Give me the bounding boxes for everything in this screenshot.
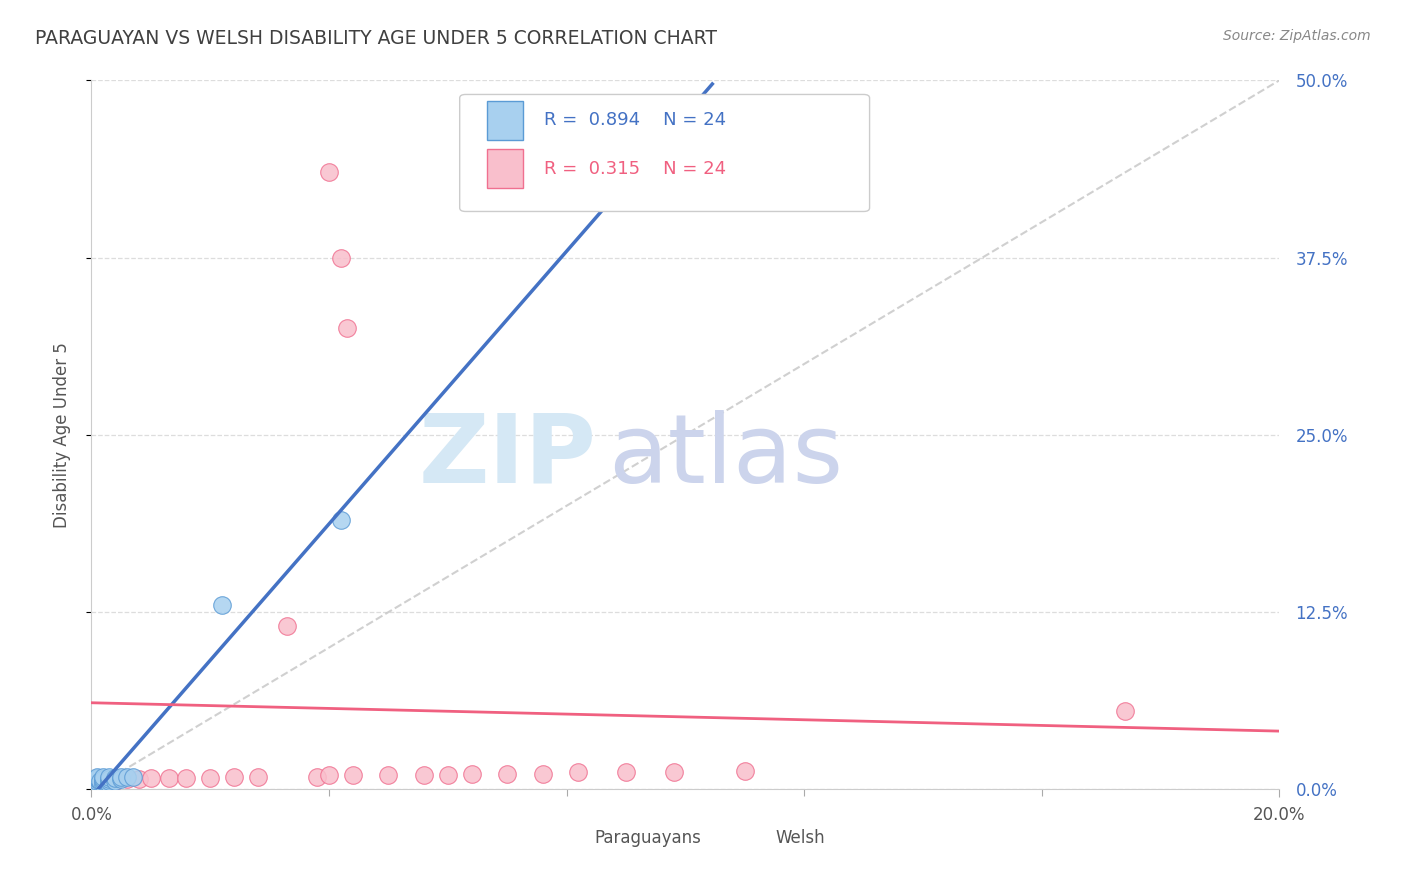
Bar: [486, 101, 523, 140]
Point: [86, 772, 108, 787]
Point: [246, 770, 269, 784]
Point: [211, 598, 233, 612]
Point: [104, 771, 127, 785]
Text: Paraguayans: Paraguayans: [593, 829, 700, 847]
Point: [91, 777, 114, 791]
Point: [83, 778, 105, 792]
Point: [115, 772, 138, 787]
Point: [157, 771, 180, 785]
Point: [84, 777, 107, 791]
Point: [104, 773, 127, 788]
Point: [98, 777, 121, 791]
Point: [91, 770, 114, 784]
FancyBboxPatch shape: [460, 95, 869, 211]
Y-axis label: Disability Age Under 5: Disability Age Under 5: [52, 342, 70, 528]
Point: [115, 770, 138, 784]
Point: [98, 773, 121, 788]
Point: [98, 770, 121, 784]
Point: [128, 772, 150, 787]
Point: [318, 165, 340, 179]
Point: [104, 773, 127, 788]
Point: [377, 768, 399, 782]
Point: [86, 773, 108, 788]
Text: PARAGUAYAN VS WELSH DISABILITY AGE UNDER 5 CORRELATION CHART: PARAGUAYAN VS WELSH DISABILITY AGE UNDER…: [35, 29, 717, 47]
Point: [86, 771, 108, 785]
Point: [276, 619, 298, 633]
Point: [110, 772, 132, 787]
Point: [86, 770, 108, 784]
Text: ZIP: ZIP: [419, 409, 596, 502]
Text: atlas: atlas: [609, 409, 844, 502]
Point: [98, 772, 121, 787]
Text: Source: ZipAtlas.com: Source: ZipAtlas.com: [1223, 29, 1371, 43]
Point: [91, 773, 114, 788]
Point: [89, 773, 111, 788]
Point: [329, 513, 352, 527]
Point: [496, 767, 519, 781]
Point: [734, 764, 756, 778]
Point: [436, 768, 458, 782]
Point: [1114, 705, 1136, 719]
Text: R =  0.315    N = 24: R = 0.315 N = 24: [544, 160, 725, 178]
Point: [176, 771, 198, 785]
Point: [460, 767, 482, 781]
Point: [329, 251, 352, 265]
Point: [307, 770, 329, 784]
Point: [110, 770, 132, 784]
Point: [86, 777, 108, 791]
Point: [336, 321, 359, 335]
Text: Welsh: Welsh: [776, 829, 825, 847]
Point: [567, 765, 589, 780]
Point: [342, 768, 364, 782]
Point: [531, 767, 554, 781]
Point: [200, 771, 222, 785]
Point: [139, 771, 162, 785]
Text: R =  0.894    N = 24: R = 0.894 N = 24: [544, 112, 725, 129]
Point: [614, 765, 637, 780]
Point: [122, 770, 145, 784]
Bar: [486, 149, 523, 188]
Point: [222, 770, 245, 784]
Bar: [731, 825, 763, 850]
Point: [318, 768, 340, 782]
Point: [662, 765, 685, 780]
Point: [413, 768, 436, 782]
Bar: [548, 825, 582, 850]
Point: [91, 772, 114, 787]
